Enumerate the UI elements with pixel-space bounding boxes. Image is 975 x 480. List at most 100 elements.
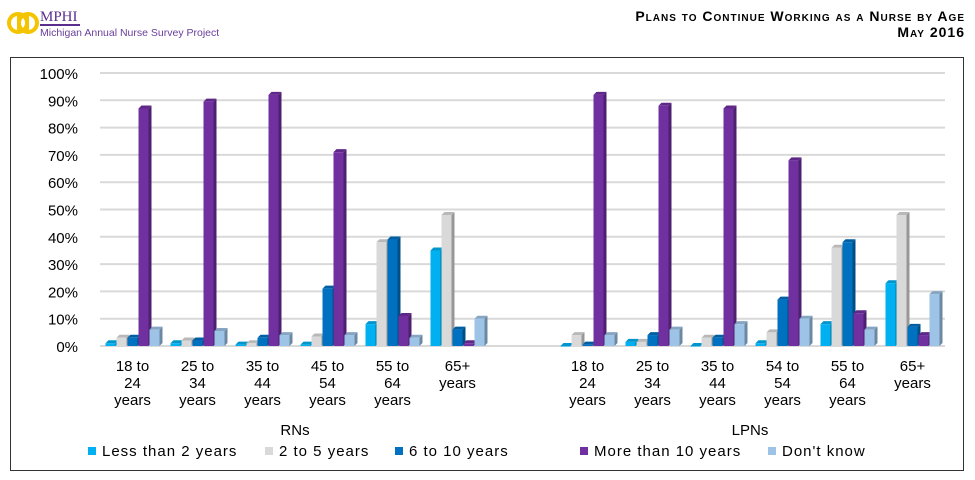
x-tick-label: years (764, 392, 801, 409)
mphi-logo-icon (7, 12, 39, 34)
x-tick-label: years (829, 392, 866, 409)
bar-don-t-know (279, 335, 290, 346)
bar-side (462, 326, 466, 346)
bar-side (159, 326, 163, 346)
bar-2-to-5-years (441, 214, 452, 346)
bar-top (766, 329, 780, 333)
bar-side (906, 211, 910, 346)
bar-6-to-10-years (192, 340, 203, 346)
chart-frame (10, 57, 964, 471)
bar-top (896, 211, 910, 215)
title-line-2: May 2016 (897, 24, 965, 40)
bar-side (354, 332, 358, 346)
y-tick-label: 60% (48, 175, 78, 192)
bar-top (246, 340, 260, 344)
bar-2-to-5-years (896, 214, 907, 346)
bar-more-than-10-years (723, 108, 734, 347)
bar-top (192, 337, 206, 341)
y-tick-label: 10% (48, 312, 78, 329)
bar-top (235, 341, 249, 345)
bar-top (474, 315, 488, 319)
bar-more-than-10-years (788, 160, 799, 346)
bar-side (614, 332, 618, 346)
bar-top (842, 239, 856, 243)
bar-top (712, 334, 726, 338)
bar-top (885, 280, 899, 284)
group-label: RNs (280, 422, 309, 439)
bar-more-than-10-years (658, 105, 669, 346)
bar-more-than-10-years (918, 335, 929, 346)
bar-top (138, 105, 152, 109)
legend-label: Don't know (782, 443, 866, 460)
bar-2-to-5-years (246, 343, 257, 346)
bar-top (799, 315, 813, 319)
bar-top (409, 334, 423, 338)
bar-top (279, 332, 293, 336)
bar-side (224, 327, 228, 346)
bar-top (344, 332, 358, 336)
bar-don-t-know (344, 335, 355, 346)
bar-don-t-know (864, 329, 875, 346)
bar-top (311, 333, 325, 337)
y-tick-label: 30% (48, 257, 78, 274)
legend-swatch (88, 447, 96, 455)
bar-top (831, 244, 845, 248)
bar-less-than-2-years (170, 343, 181, 346)
y-tick-label: 90% (48, 93, 78, 110)
x-tick-label: years (179, 392, 216, 409)
bar-more-than-10-years (463, 343, 474, 346)
bar-top (430, 247, 444, 251)
legend-label: 2 to 5 years (279, 443, 369, 460)
legend-label: 6 to 10 years (409, 443, 509, 460)
y-tick-label: 0% (56, 339, 78, 356)
bar-less-than-2-years (560, 346, 571, 347)
x-tick-label: 35 to (246, 358, 279, 375)
x-tick-label: 24 (124, 375, 141, 392)
bar-6-to-10-years (907, 326, 918, 346)
bar-side (809, 315, 813, 346)
bar-top (116, 334, 130, 338)
y-tick-label: 70% (48, 148, 78, 165)
legend-swatch (395, 447, 403, 455)
bar-more-than-10-years (853, 313, 864, 346)
bar-don-t-know (409, 337, 420, 346)
x-tick-label: 25 to (636, 358, 669, 375)
x-tick-label: years (699, 392, 736, 409)
x-tick-label: 64 (839, 375, 856, 392)
bar-side (148, 105, 152, 347)
bar-6-to-10-years (647, 335, 658, 346)
bar-top (625, 338, 639, 342)
bar-top (127, 334, 141, 338)
bar-top (105, 340, 119, 344)
bar-top (788, 157, 802, 161)
bar-less-than-2-years (820, 324, 831, 346)
bar-top (723, 105, 737, 109)
bar-less-than-2-years (365, 324, 376, 346)
bar-2-to-5-years (571, 335, 582, 346)
bar-less-than-2-years (690, 346, 701, 347)
bar-side (744, 321, 748, 346)
x-tick-label: years (569, 392, 606, 409)
x-tick-label: years (309, 392, 346, 409)
x-tick-label: 65+ (445, 358, 471, 375)
bar-don-t-know (604, 335, 615, 346)
x-tick-label: years (374, 392, 411, 409)
bar-top (376, 239, 390, 243)
group-label: LPNs (732, 422, 769, 439)
bar-don-t-know (149, 329, 160, 346)
x-tick-label: 44 (709, 375, 726, 392)
x-tick-label: 18 to (571, 358, 604, 375)
bar-top (755, 340, 769, 344)
bar-side (419, 334, 423, 346)
bar-6-to-10-years (777, 299, 788, 346)
chart-title: Plans to Continue Working as a Nurse by … (635, 8, 965, 40)
bar-top (257, 334, 271, 338)
bar-top (203, 98, 217, 102)
bar-don-t-know (799, 318, 810, 346)
logo-underline (40, 24, 80, 26)
bar-more-than-10-years (398, 315, 409, 346)
x-tick-label: 64 (384, 375, 401, 392)
bar-more-than-10-years (203, 101, 214, 346)
bar-less-than-2-years (105, 343, 116, 346)
